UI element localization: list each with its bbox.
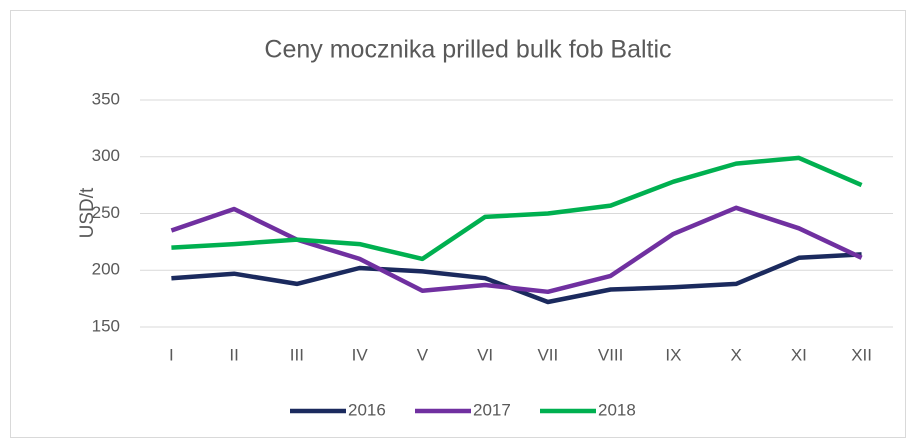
x-tick-label: VII bbox=[537, 345, 558, 364]
x-tick-label: II bbox=[229, 345, 238, 364]
y-axis-label: USD/t bbox=[77, 187, 98, 238]
y-tick-label: 250 bbox=[92, 203, 120, 222]
legend-label: 2016 bbox=[348, 400, 386, 419]
y-tick-label: 350 bbox=[92, 89, 120, 108]
y-tick-label: 150 bbox=[92, 316, 120, 335]
y-tick-label: 200 bbox=[92, 260, 120, 279]
x-tick-label: V bbox=[417, 345, 429, 364]
x-tick-label: XII bbox=[851, 345, 872, 364]
y-tick-label: 300 bbox=[92, 146, 120, 165]
chart-border bbox=[10, 10, 906, 438]
x-tick-label: I bbox=[169, 345, 174, 364]
x-tick-label: IV bbox=[352, 345, 369, 364]
x-tick-label: XI bbox=[791, 345, 807, 364]
legend-label: 2017 bbox=[473, 400, 511, 419]
x-tick-label: VIII bbox=[598, 345, 624, 364]
series-line bbox=[170, 205, 863, 295]
x-tick-label: III bbox=[290, 345, 304, 364]
x-tick-label: IX bbox=[665, 345, 681, 364]
series-line bbox=[171, 155, 863, 262]
x-tick-label: X bbox=[730, 345, 741, 364]
legend-label: 2018 bbox=[598, 400, 636, 419]
x-tick-label: VI bbox=[477, 345, 493, 364]
chart-title: Ceny mocznika prilled bulk fob Baltic bbox=[264, 36, 671, 64]
